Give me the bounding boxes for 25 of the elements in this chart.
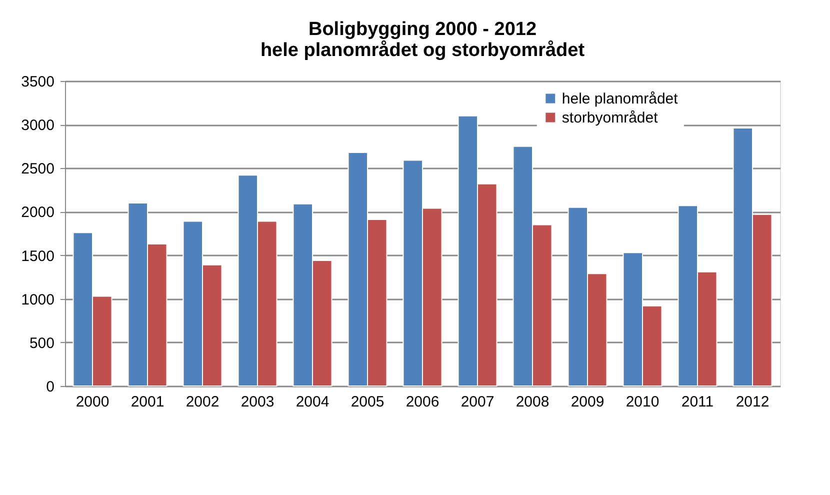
y-tick-label: 3500 — [21, 74, 54, 90]
x-tick-label: 2002 — [186, 394, 220, 410]
x-tick-label: 2007 — [460, 394, 494, 410]
legend-label: hele planområdet — [562, 90, 679, 108]
x-tick-label: 2003 — [240, 394, 274, 410]
x-tick-label: 2011 — [681, 394, 714, 410]
x-tick-label: 2008 — [516, 394, 550, 410]
x-tick-label: 2009 — [570, 394, 604, 410]
y-tick-label: 2000 — [21, 204, 54, 222]
x-tick-label: 2010 — [626, 394, 660, 410]
x-tick-label: 2004 — [296, 394, 330, 410]
y-tick-label: 1000 — [21, 291, 54, 308]
x-tick-label: 2005 — [350, 394, 384, 410]
x-tick-label: 2012 — [736, 394, 770, 410]
text: hele planområdet og storbyområdet — [260, 40, 585, 61]
x-tick-label: 2001 — [130, 394, 164, 410]
y-tick-label: 2500 — [21, 160, 54, 178]
y-tick-label: 3000 — [21, 117, 54, 134]
y-tick-label: 1500 — [21, 248, 54, 265]
y-tick-label: 500 — [29, 334, 54, 352]
y-tick-label: 0 — [46, 378, 54, 396]
text: Boligbygging 2000 - 2012 — [308, 19, 537, 40]
x-tick-label: 2006 — [406, 394, 440, 410]
legend-label: storbyområdet — [562, 110, 659, 126]
x-tick-label: 2000 — [76, 394, 110, 410]
